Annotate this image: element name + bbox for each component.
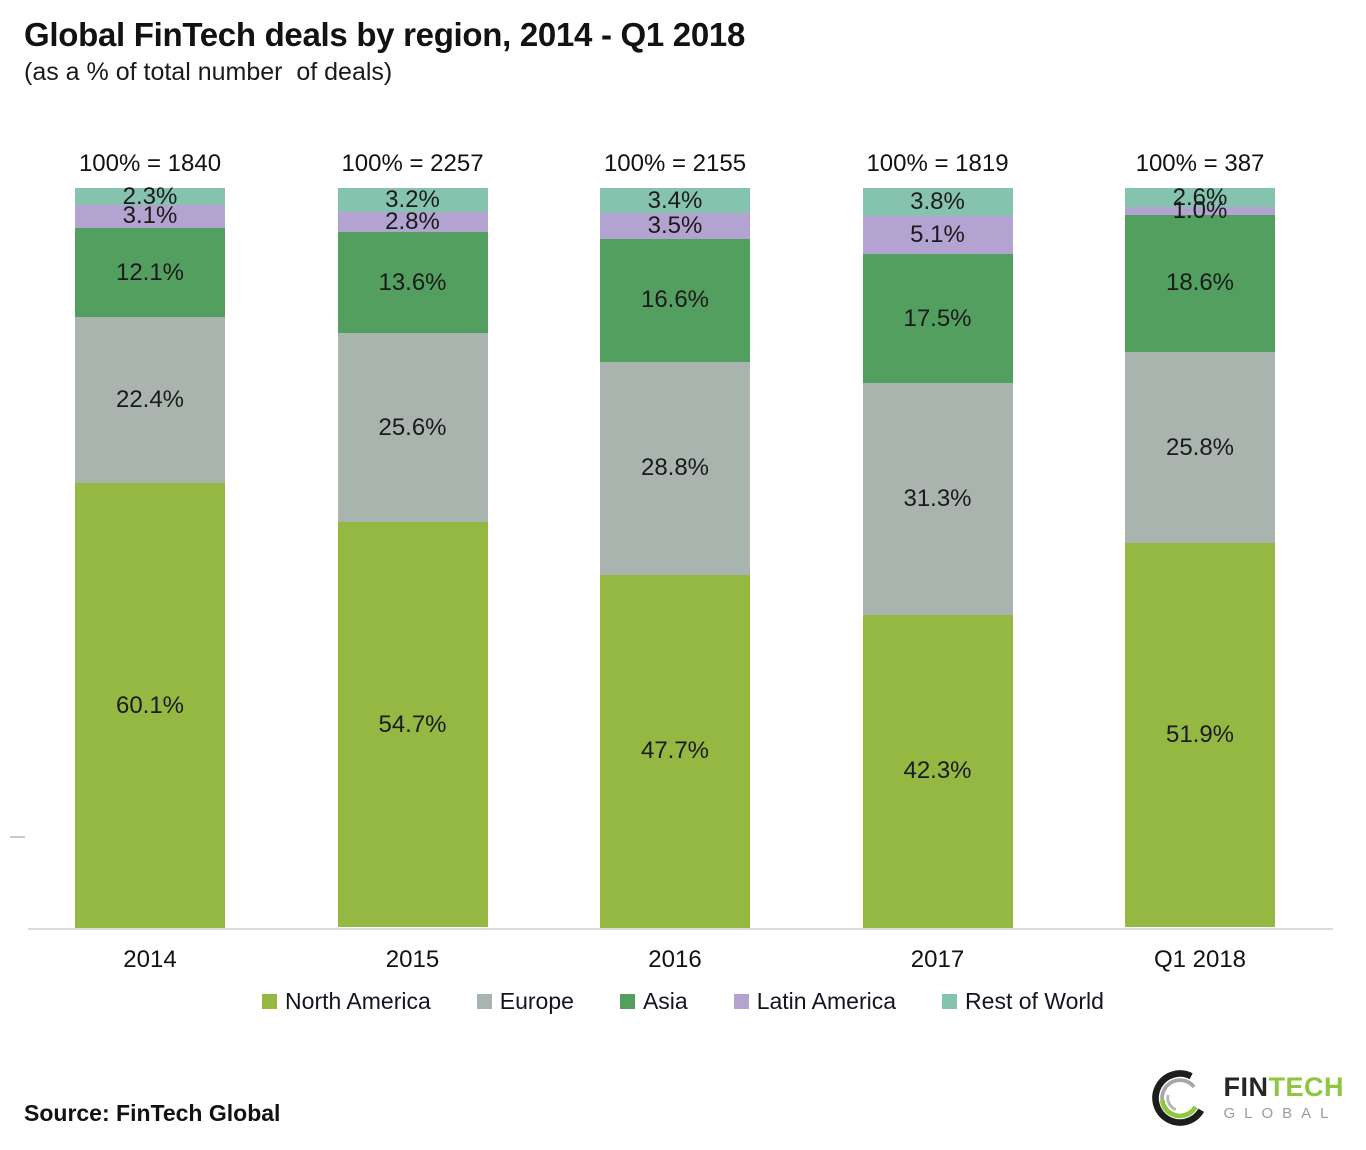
legend-swatch-rest-of-world bbox=[942, 994, 958, 1009]
bar-segment-value: 13.6% bbox=[378, 268, 447, 296]
fintech-global-logo-text: FINTECH GLOBAL bbox=[1223, 1072, 1345, 1123]
legend-item-north-america: North America bbox=[262, 988, 431, 1015]
bar-total-label: 100% = 2155 bbox=[603, 150, 747, 177]
bar-segment-asia: 12.1% bbox=[75, 227, 225, 318]
source-label: Source: FinTech Global bbox=[24, 1100, 281, 1126]
bar-segment-rest-of-world: 3.4% bbox=[600, 186, 750, 214]
bar-segment-value: 3.5% bbox=[647, 212, 703, 240]
bar-segment-value: 2.6% bbox=[1172, 183, 1228, 211]
bar-stack: 2.3% 3.1% 12.1% 22.4% 60.1% bbox=[75, 184, 225, 928]
bar-segment-value: 51.9% bbox=[1165, 721, 1235, 749]
bar-group-q1-2018: 100% = 387 2.6% 1.0% 18.6% 25.8% 51.9% Q1 2018 bbox=[1125, 0, 1275, 1150]
bar-segment-europe: 25.8% bbox=[1125, 352, 1275, 544]
bar-stack: 3.2% 2.8% 13.6% 25.6% 54.7% bbox=[337, 185, 488, 928]
bar-segment-latin-america: 3.5% bbox=[600, 212, 750, 240]
bar-stack: 3.4% 3.5% 16.6% 28.8% 47.7% bbox=[600, 188, 750, 928]
bar-stack: 3.8% 5.1% 17.5% 31.3% 42.3% bbox=[862, 188, 1013, 928]
bar-group-2014: 100% = 1840 2.3% 3.1% 12.1% 22.4% 60.1% 2014 bbox=[75, 0, 225, 1150]
bar-segment-value: 22.4% bbox=[115, 386, 185, 414]
bar-total-label: 100% = 387 bbox=[1135, 150, 1265, 177]
bar-segment-latin-america: 3.1% bbox=[75, 202, 225, 230]
bar-segment-rest-of-world: 3.8% bbox=[862, 188, 1013, 217]
legend-swatch-north-america bbox=[262, 994, 278, 1009]
bar-total-label: 100% = 1819 bbox=[866, 150, 1009, 177]
bar-segment-north-america: 54.7% bbox=[337, 522, 488, 928]
chart-legend: North America Europe Asia Latin America Rest… bbox=[0, 988, 1366, 1015]
bar-segment-value: 25.8% bbox=[1165, 433, 1235, 461]
bar-segment-value: 2.3% bbox=[122, 182, 178, 210]
legend-item-asia: Asia bbox=[619, 988, 688, 1015]
bar-group-2016: 100% = 2155 3.4% 3.5% 16.6% 28.8% 47.7% 2016 bbox=[600, 0, 750, 1150]
bar-segment-europe: 28.8% bbox=[600, 361, 750, 575]
legend-swatch-europe bbox=[476, 994, 492, 1009]
x-axis-label: 2016 bbox=[648, 946, 702, 973]
legend-item-latin-america: Latin America bbox=[733, 988, 897, 1015]
bar-segment-value: 3.8% bbox=[910, 188, 965, 216]
legend-item-rest-of-world: Rest of World bbox=[942, 988, 1104, 1015]
bar-segment-north-america: 60.1% bbox=[75, 483, 225, 928]
bar-segment-value: 12.1% bbox=[115, 258, 185, 286]
bar-segment-rest-of-world: 2.6% bbox=[1125, 183, 1275, 211]
bar-segment-value: 3.2% bbox=[385, 185, 440, 213]
bar-segment-latin-america: 2.8% bbox=[337, 208, 488, 236]
bar-segment-rest-of-world: 3.2% bbox=[337, 185, 488, 213]
bar-segment-europe: 31.3% bbox=[862, 383, 1013, 615]
bar-segment-value: 31.3% bbox=[903, 485, 972, 513]
bar-segment-value: 47.7% bbox=[640, 737, 710, 765]
bar-stack: 2.6% 1.0% 18.6% 25.8% 51.9% bbox=[1125, 183, 1275, 928]
bar-segment-latin-america: 1.0% bbox=[1125, 198, 1275, 222]
bar-segment-value: 42.3% bbox=[903, 757, 972, 785]
bar-segment-value: 28.8% bbox=[640, 454, 710, 482]
x-axis-line bbox=[28, 928, 1333, 930]
bar-segment-asia: 13.6% bbox=[337, 232, 488, 334]
bar-group-2017: 100% = 1819 3.8% 5.1% 17.5% 31.3% 42.3% 2017 bbox=[862, 0, 1013, 1150]
x-axis-label: Q1 2018 bbox=[1153, 946, 1247, 973]
x-axis-label: 2017 bbox=[910, 946, 965, 973]
logo-word-global: GLOBAL bbox=[1223, 1105, 1338, 1122]
bar-segment-asia: 16.6% bbox=[600, 239, 750, 362]
legend-label: Latin America bbox=[756, 988, 897, 1014]
bar-segment-europe: 25.6% bbox=[337, 333, 488, 523]
logo-word-fintech: FINTECH bbox=[1223, 1072, 1344, 1102]
bar-segment-latin-america: 5.1% bbox=[862, 216, 1013, 254]
bar-segment-value: 5.1% bbox=[910, 220, 965, 248]
legend-item-europe: Europe bbox=[476, 988, 574, 1015]
bar-segment-north-america: 42.3% bbox=[862, 614, 1013, 928]
bar-segment-value: 60.1% bbox=[115, 691, 185, 719]
legend-label: Rest of World bbox=[965, 988, 1104, 1014]
bar-segment-value: 3.4% bbox=[647, 186, 703, 214]
bar-segment-value: 16.6% bbox=[640, 286, 710, 314]
bar-segment-europe: 22.4% bbox=[75, 317, 225, 484]
bar-segment-value: 2.8% bbox=[385, 208, 440, 236]
bar-segment-value: 17.5% bbox=[903, 304, 972, 332]
bar-segment-value: 18.6% bbox=[1165, 269, 1235, 297]
legend-label: Asia bbox=[642, 988, 688, 1014]
bar-segment-rest-of-world: 2.3% bbox=[75, 184, 225, 208]
bar-total-label: 100% = 2257 bbox=[341, 150, 484, 177]
bar-segment-value: 3.1% bbox=[122, 202, 178, 230]
page-subtitle: (as a % of total number of deals) bbox=[24, 58, 393, 86]
bar-segment-value: 25.6% bbox=[378, 413, 447, 441]
bar-segment-asia: 18.6% bbox=[1125, 214, 1275, 353]
fintech-global-logo-icon bbox=[1151, 1070, 1208, 1126]
bar-segment-asia: 17.5% bbox=[862, 253, 1013, 384]
bar-segment-value: 54.7% bbox=[378, 710, 447, 738]
legend-swatch-asia bbox=[619, 994, 635, 1009]
y-axis-tick bbox=[10, 836, 25, 838]
bar-segment-north-america: 51.9% bbox=[1125, 543, 1275, 928]
legend-label: North America bbox=[285, 988, 431, 1014]
legend-label: Europe bbox=[499, 988, 574, 1014]
bar-total-label: 100% = 1840 bbox=[78, 150, 222, 177]
bar-group-2015: 100% = 2257 3.2% 2.8% 13.6% 25.6% 54.7% 2015 bbox=[337, 0, 488, 1150]
page-title: Global FinTech deals by region, 2014 - Q… bbox=[24, 16, 746, 53]
legend-swatch-latin-america bbox=[733, 994, 749, 1009]
bar-segment-value: 1.0% bbox=[1172, 196, 1228, 224]
bar-segment-north-america: 47.7% bbox=[600, 574, 750, 928]
x-axis-label: 2014 bbox=[123, 946, 177, 973]
fintech-global-logo: FINTECH GLOBAL bbox=[1148, 1066, 1345, 1130]
x-axis-label: 2015 bbox=[385, 946, 440, 973]
